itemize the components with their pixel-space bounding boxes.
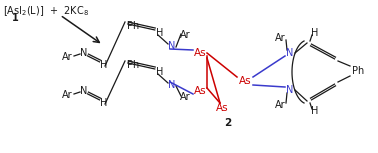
Text: N: N [286, 85, 294, 95]
Text: H: H [311, 28, 319, 38]
Text: As: As [194, 86, 206, 96]
Text: [AsI$_2$(L)]  +  2KC$_8$: [AsI$_2$(L)] + 2KC$_8$ [3, 4, 89, 18]
Text: 1: 1 [12, 13, 19, 23]
Text: Ar: Ar [180, 30, 190, 40]
Text: As: As [216, 103, 228, 113]
Text: N: N [80, 86, 88, 96]
Text: Ph: Ph [127, 21, 139, 31]
Text: N: N [286, 48, 294, 58]
Text: N: N [168, 41, 176, 51]
Text: N: N [80, 48, 88, 58]
Text: Ar: Ar [180, 92, 190, 102]
Text: H: H [156, 67, 164, 77]
Text: H: H [100, 98, 108, 108]
Text: Ar: Ar [275, 100, 285, 110]
Text: Ar: Ar [62, 90, 72, 100]
Text: H: H [156, 28, 164, 38]
Text: As: As [194, 48, 206, 58]
Text: Ar: Ar [62, 52, 72, 62]
Text: Ph: Ph [127, 60, 139, 70]
Text: H: H [311, 106, 319, 116]
Text: N: N [168, 80, 176, 90]
Text: As: As [239, 76, 251, 86]
Text: H: H [100, 60, 108, 70]
Text: Ar: Ar [275, 33, 285, 43]
Text: Ph: Ph [352, 66, 364, 76]
Text: 2: 2 [225, 118, 232, 128]
